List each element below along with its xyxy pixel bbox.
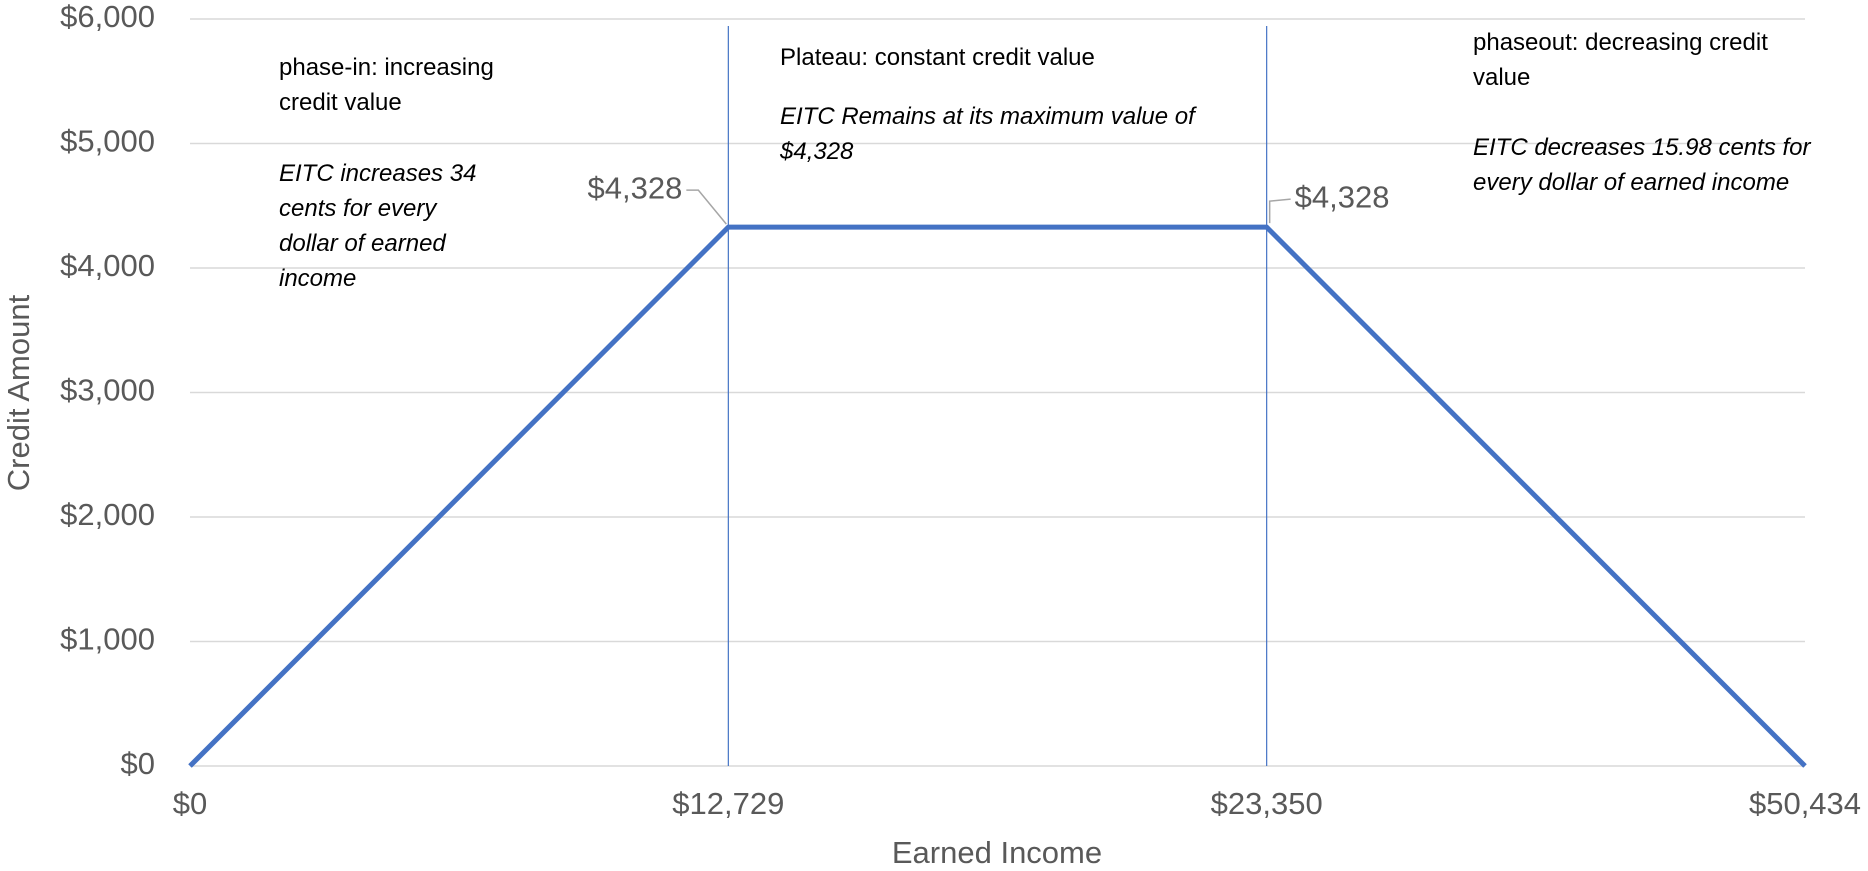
y-tick-label: $3,000 [60,373,155,408]
y-tick-label: $6,000 [60,0,155,34]
annotation-title: phase-in: increasing credit value [279,54,494,116]
annotation-note: EITC increases 34 cents for every dollar… [279,160,477,292]
data-label: $4,328 [588,170,683,205]
y-tick-label: $0 [121,746,155,781]
leader-line [686,189,727,225]
annotation-title: phaseout: decreasing credit value [1473,29,1768,91]
leader-line [1268,198,1291,224]
x-tick-label: $23,350 [1211,786,1323,821]
y-tick-label: $5,000 [60,124,155,159]
y-tick-label: $4,000 [60,248,155,283]
y-tick-label: $2,000 [60,497,155,532]
x-tick-label: $50,434 [1749,786,1861,821]
x-tick-label: $0 [173,786,207,821]
x-axis-title: Earned Income [892,835,1102,870]
series-line [188,224,1807,768]
data-label: $4,328 [1295,179,1390,214]
x-tick-label: $12,729 [672,786,784,821]
annotation-title: Plateau: constant credit value [780,44,1095,71]
y-tick-label: $1,000 [60,622,155,657]
y-axis-title: Credit Amount [1,294,36,491]
annotation-note: EITC Remains at its maximum value of $4,… [780,103,1195,165]
annotation-note: EITC decreases 15.98 cents for every dol… [1473,134,1811,196]
